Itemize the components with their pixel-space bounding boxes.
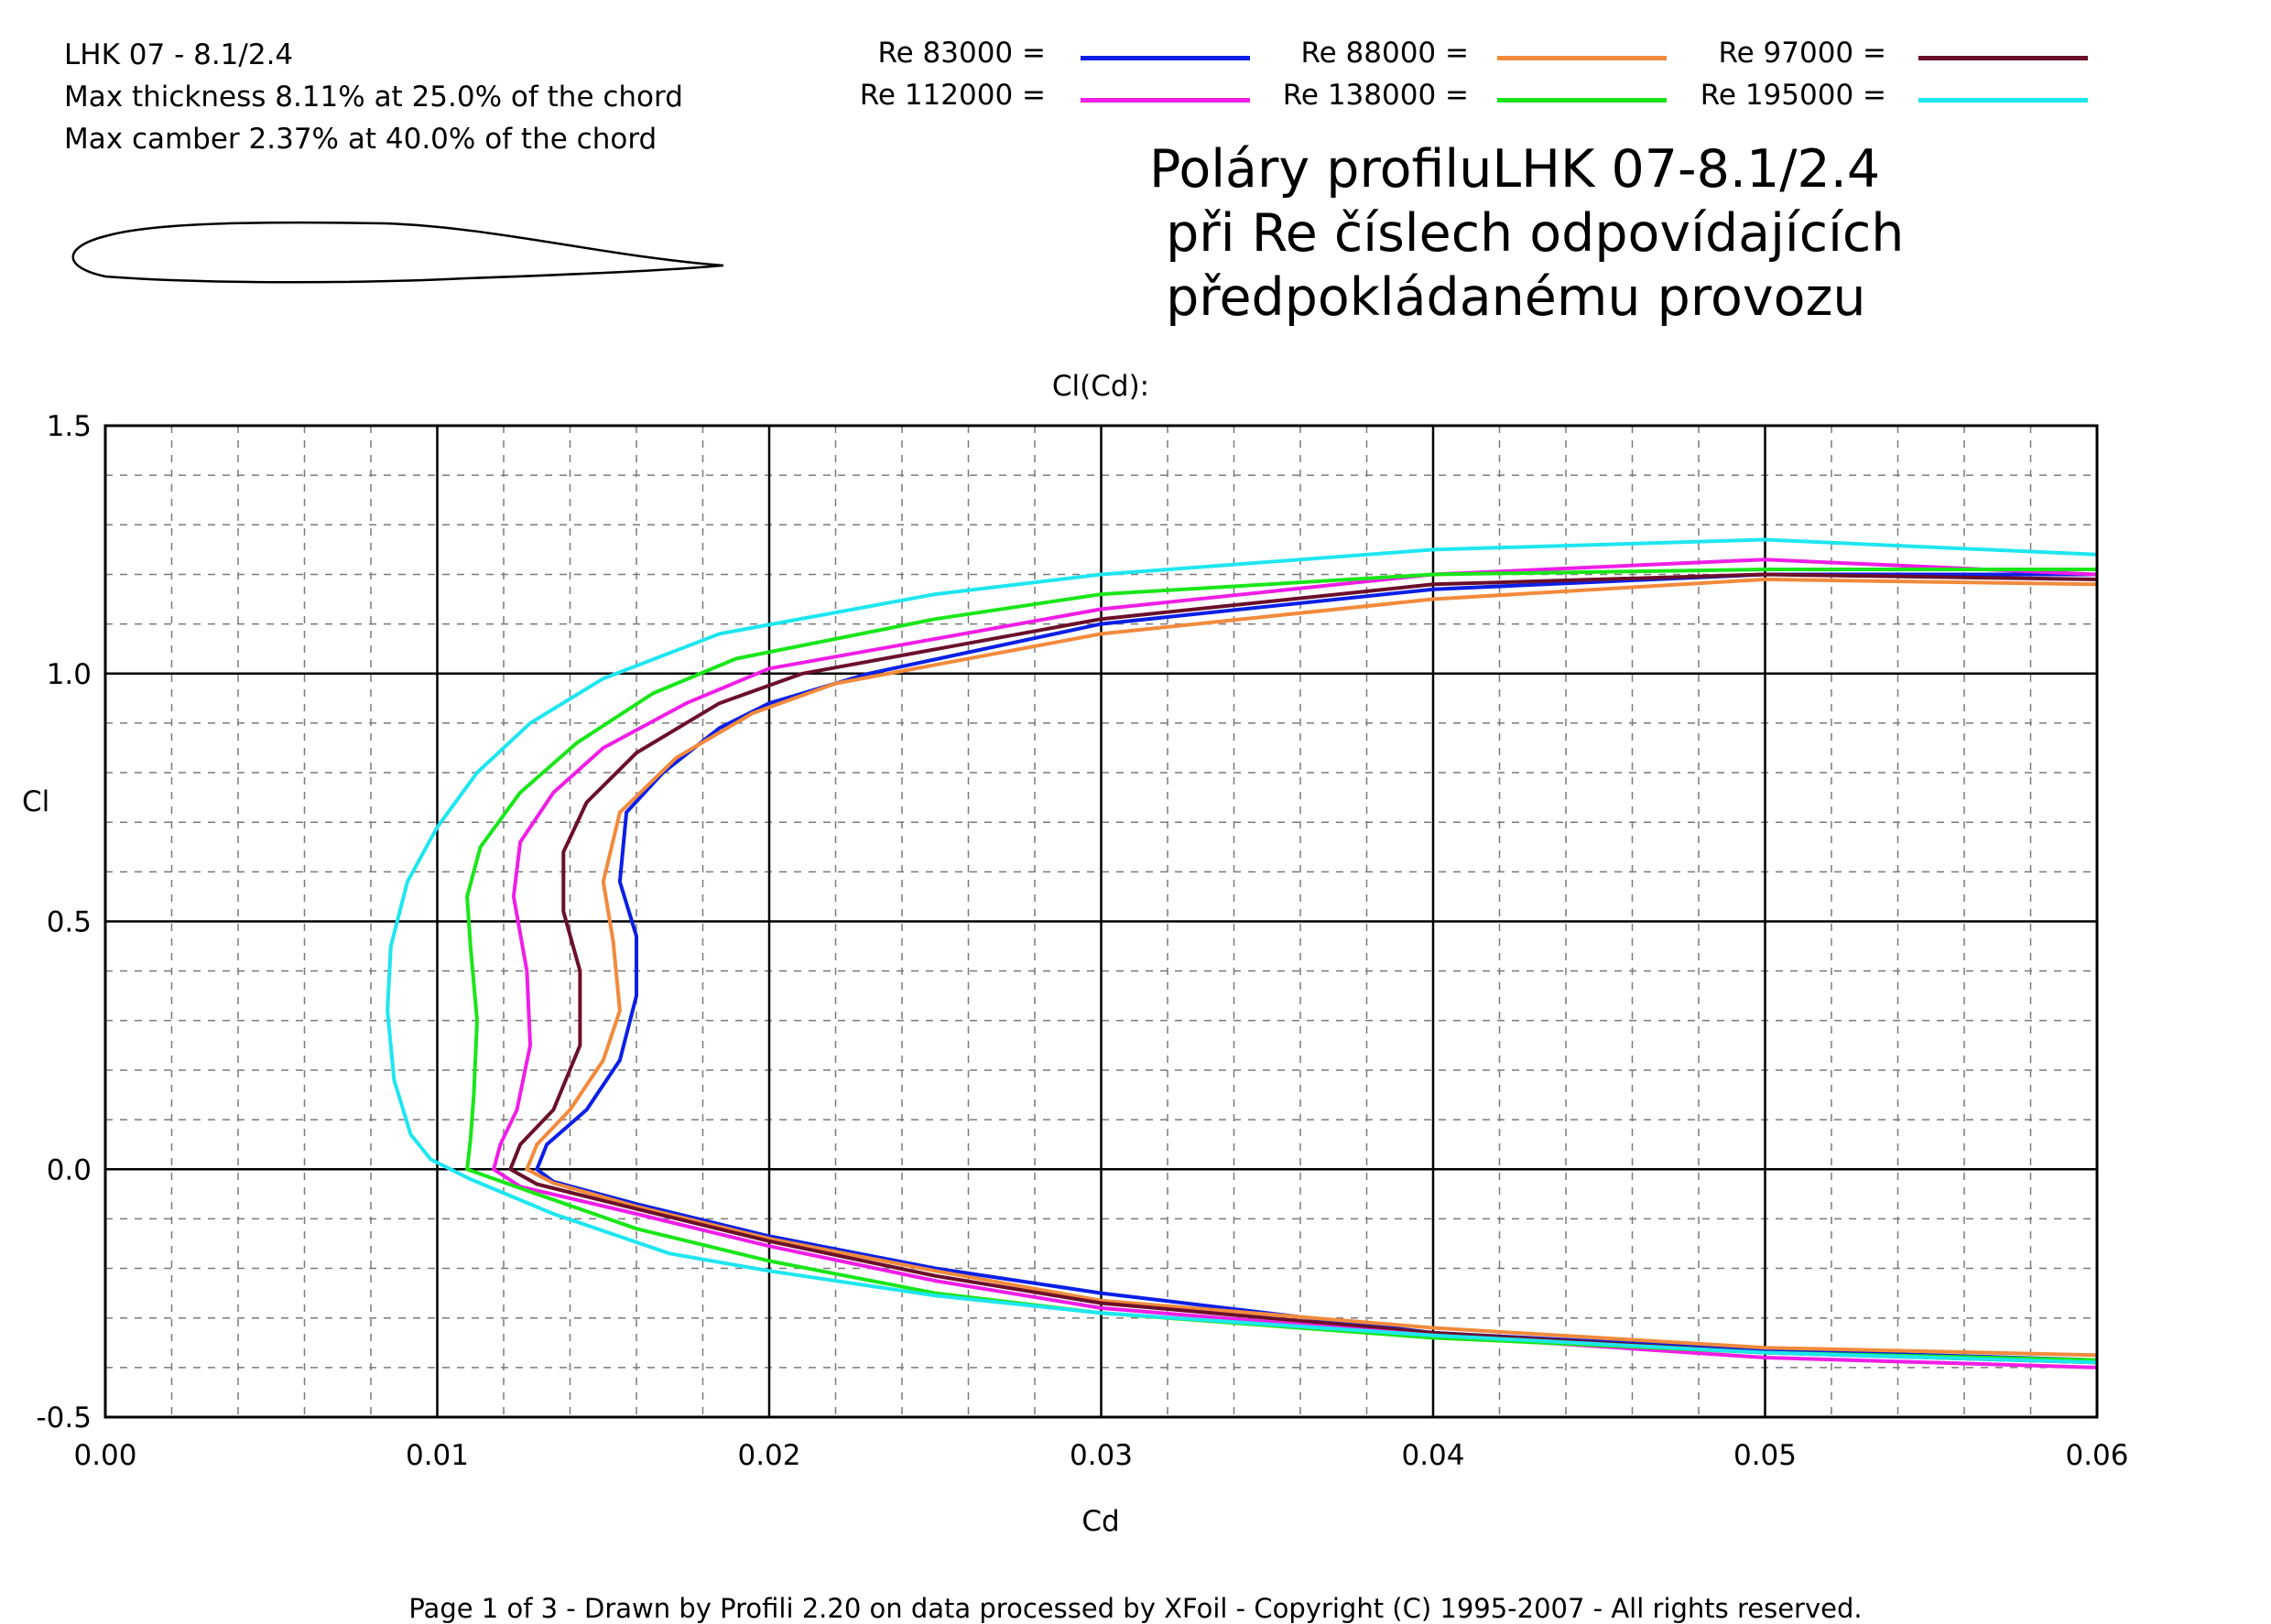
y-tick-label: -0.5 [37, 1402, 92, 1435]
grid-major [105, 426, 2097, 1417]
series-line-2 [525, 577, 2098, 1358]
chart-heading: Poláry profiluLHK 07-8.1/2.4 při Re čísl… [1149, 137, 1904, 330]
chart-heading-line-1: Poláry profiluLHK 07-8.1/2.4 [1149, 139, 1881, 200]
y-axis-label: Cl [22, 785, 49, 818]
tick-layer: 0.00 0.01 0.02 0.03 0.04 0.05 0.06 -0.5 0.0 0.5 1.… [37, 410, 2129, 1472]
series-line-4 [492, 558, 2098, 1370]
legend-swatch [1497, 56, 1667, 60]
max-camber-text: Max camber 2.37% at 40.0% of the chord [64, 123, 657, 156]
legend-label: Re 138000 = [1282, 79, 1469, 112]
legend-label: Re 195000 = [1700, 79, 1886, 112]
plot-frame [103, 424, 2099, 1419]
legend-swatch [1081, 56, 1250, 60]
legend-label: Re 97000 = [1718, 37, 1886, 70]
y-tick-label: 0.0 [47, 1153, 92, 1186]
legend-swatch [1918, 98, 2088, 103]
airfoil-name: LHK 07 - 8.1/2.4 [64, 38, 294, 71]
x-axis-label: Cd [1081, 1505, 1119, 1538]
chart-title: Cl(Cd): [1052, 370, 1149, 403]
series-line-5 [465, 568, 2098, 1362]
max-thickness-text: Max thickness 8.11% at 25.0% of the chor… [64, 81, 683, 114]
y-tick-label: 0.5 [47, 906, 92, 939]
x-tick-label: 0.05 [1733, 1439, 1797, 1472]
series-line-1 [535, 572, 2098, 1362]
legend-swatch [1918, 56, 2088, 60]
series-layer [386, 537, 2098, 1370]
x-tick-label: 0.03 [1070, 1439, 1133, 1472]
y-tick-label: 1.0 [47, 658, 92, 691]
x-tick-label: 0.02 [737, 1439, 800, 1472]
legend-swatch [1081, 98, 1250, 103]
legend-swatch [1497, 98, 1667, 103]
y-tick-label: 1.5 [47, 410, 92, 443]
chart-heading-line-2: při Re číslech odpovídajících [1149, 203, 1905, 264]
x-tick-label: 0.01 [406, 1439, 469, 1472]
chart-heading-line-3: předpokládanému provozu [1149, 267, 1866, 328]
x-tick-label: 0.06 [2065, 1439, 2128, 1472]
series-line-6 [386, 537, 2098, 1365]
x-tick-label: 0.04 [1401, 1439, 1464, 1472]
x-tick-label: 0.00 [73, 1439, 136, 1472]
airfoil-shape [71, 221, 724, 284]
legend-label: Re 83000 = [877, 37, 1046, 70]
series-line-3 [508, 572, 2098, 1365]
legend-label: Re 112000 = [859, 79, 1046, 112]
footer-text: Page 1 of 3 - Drawn by Profili 2.20 on d… [408, 1593, 1863, 1624]
legend-label: Re 88000 = [1300, 37, 1469, 70]
